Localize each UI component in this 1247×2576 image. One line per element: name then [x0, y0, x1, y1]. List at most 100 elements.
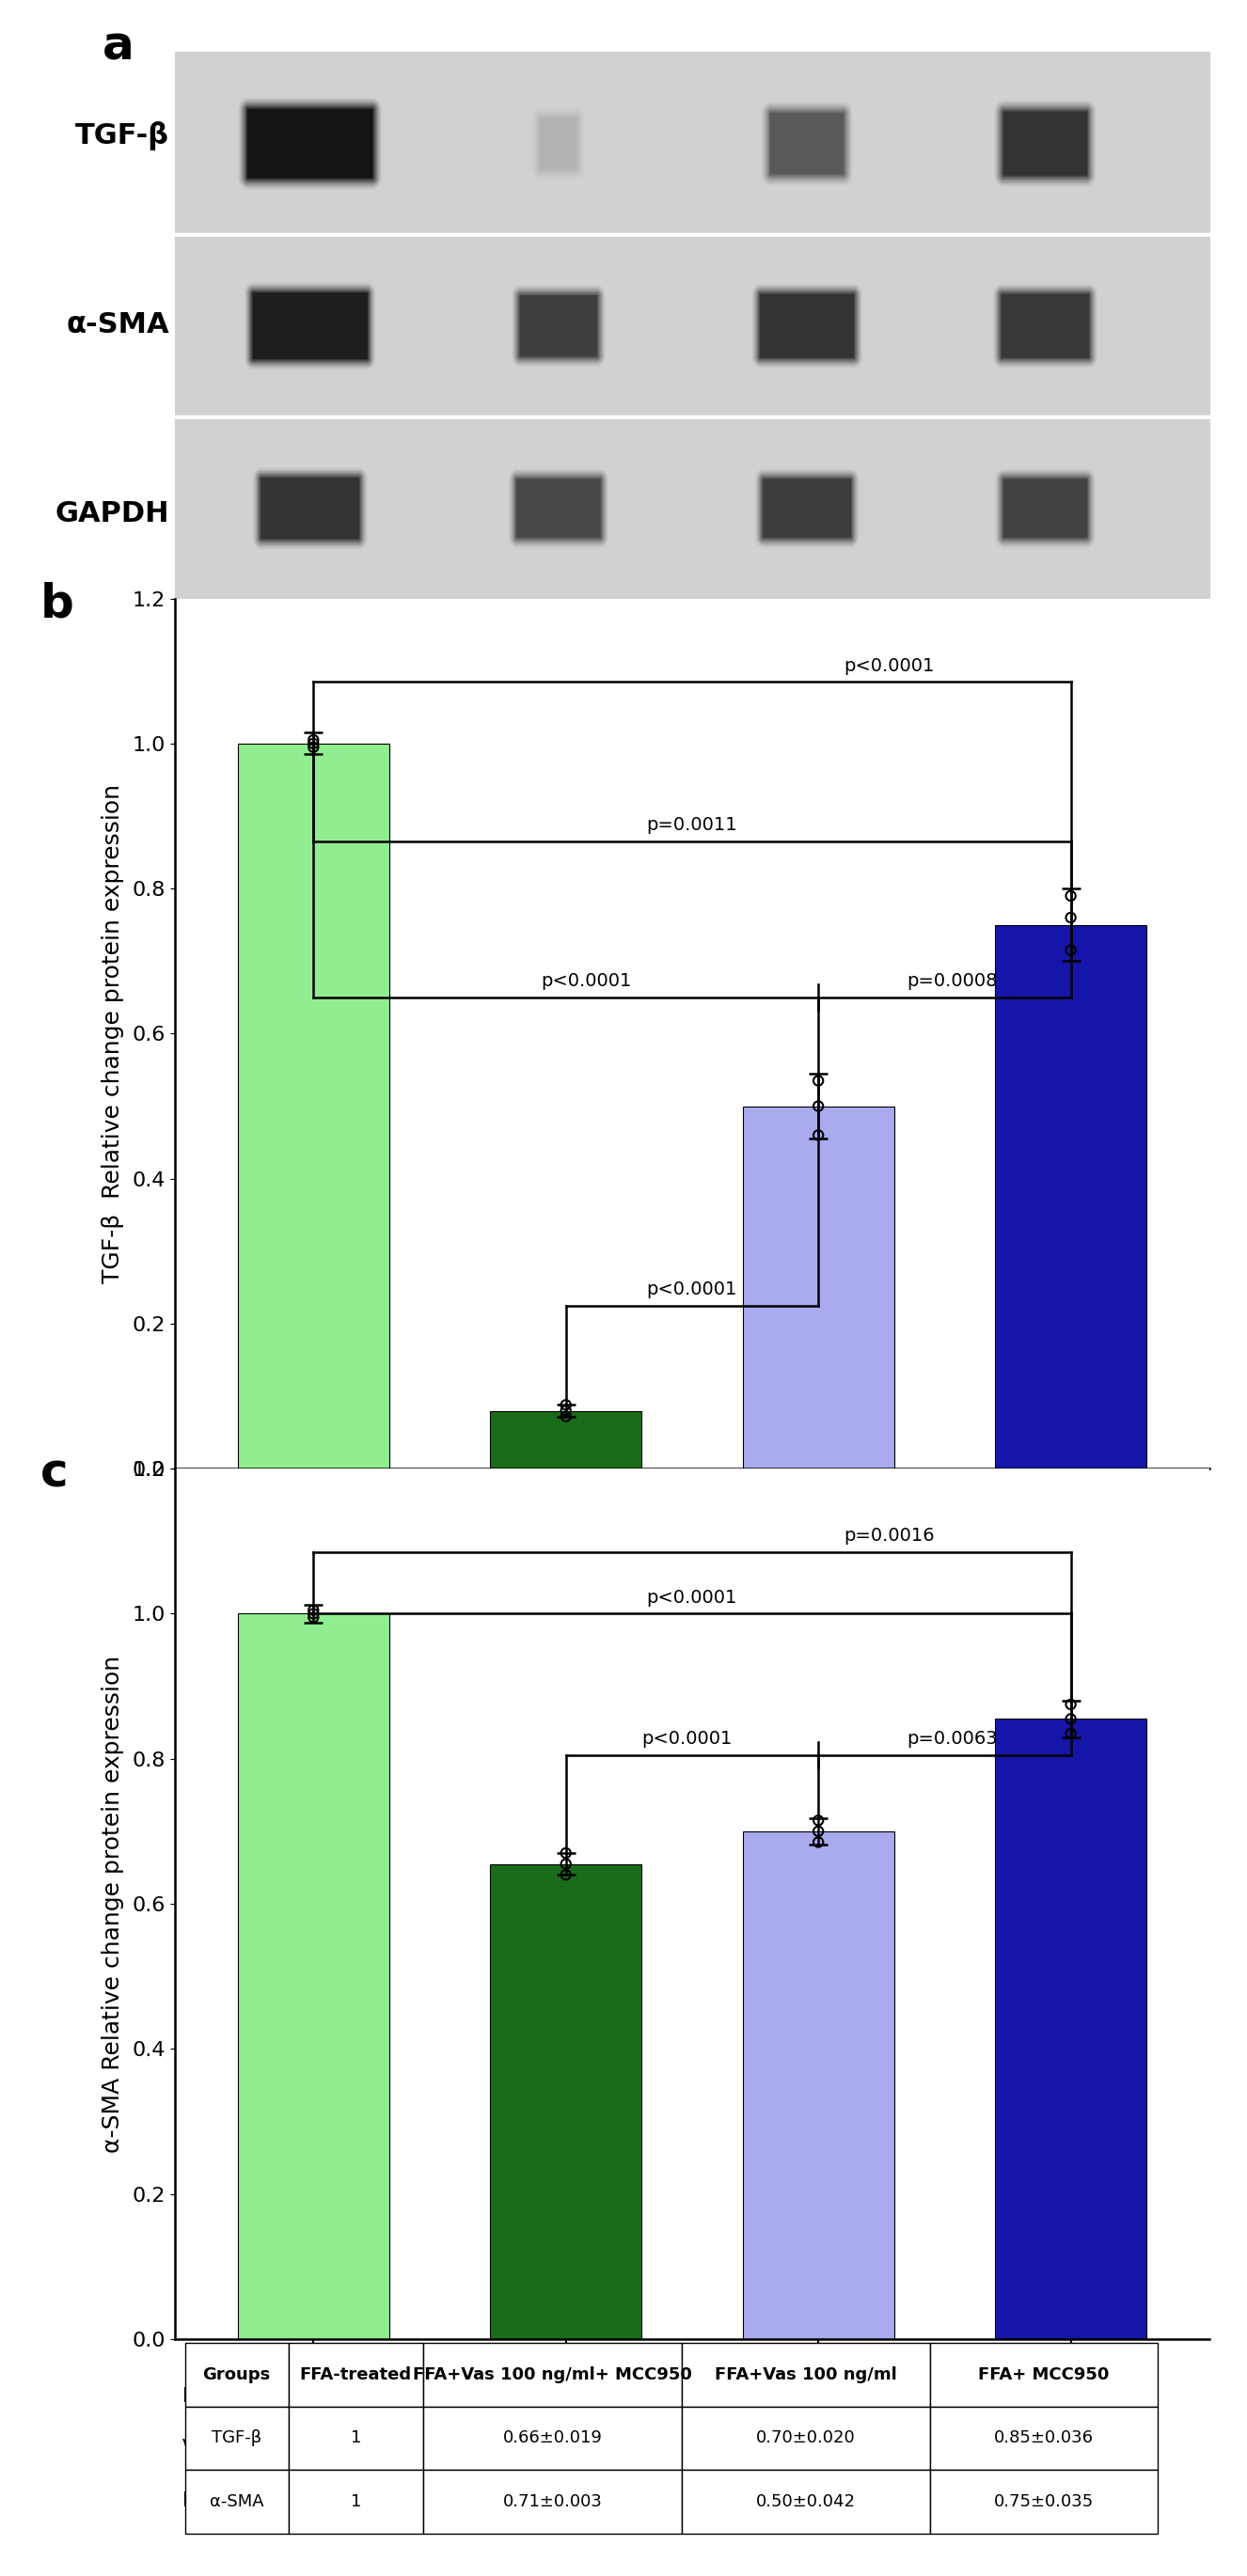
- Bar: [682, 2344, 930, 2406]
- Bar: [490, 1865, 642, 2339]
- Point: [303, 724, 323, 765]
- Point: [556, 1396, 576, 1437]
- Point: [303, 1597, 323, 1638]
- Point: [303, 719, 323, 760]
- Point: [1061, 1713, 1081, 1754]
- Point: [808, 1821, 828, 1862]
- Text: 0.66±0.019: 0.66±0.019: [503, 2429, 602, 2447]
- Text: p<0.0001: p<0.0001: [647, 1589, 737, 1607]
- Bar: [682, 2470, 930, 2532]
- Bar: [995, 925, 1146, 1468]
- Text: p<0.0001: p<0.0001: [843, 657, 934, 675]
- Point: [1061, 930, 1081, 971]
- Bar: [238, 744, 389, 1468]
- Text: -: -: [814, 2491, 822, 2509]
- Text: TGF-β: TGF-β: [75, 121, 170, 152]
- Point: [556, 1383, 576, 1425]
- Text: +: +: [557, 1517, 574, 1535]
- Point: [1061, 1685, 1081, 1726]
- Bar: [995, 1718, 1146, 2339]
- Text: +: +: [811, 2388, 827, 2406]
- Bar: [288, 2344, 423, 2406]
- Text: FFA+ MCC950: FFA+ MCC950: [979, 2367, 1110, 2383]
- Text: +: +: [557, 1569, 574, 1587]
- Text: +: +: [811, 2439, 827, 2458]
- Text: 0.50±0.042: 0.50±0.042: [756, 2494, 855, 2509]
- Text: α-SMA: α-SMA: [66, 312, 170, 337]
- Text: -: -: [311, 2491, 317, 2509]
- Point: [808, 1811, 828, 1852]
- Point: [556, 1832, 576, 1873]
- Point: [303, 1589, 323, 1631]
- Text: +: +: [1062, 1517, 1079, 1535]
- Text: 0.75±0.035: 0.75±0.035: [994, 2494, 1094, 2509]
- Y-axis label: α-SMA Relative change protein expression: α-SMA Relative change protein expression: [102, 1654, 125, 2154]
- Point: [1061, 876, 1081, 917]
- Text: -: -: [1067, 1569, 1074, 1587]
- Text: 0.85±0.036: 0.85±0.036: [994, 2429, 1094, 2447]
- Bar: [288, 2470, 423, 2532]
- Text: FFA-treated: FFA-treated: [182, 1517, 294, 1535]
- Text: p<0.0001: p<0.0001: [647, 1280, 737, 1298]
- Bar: [185, 2406, 288, 2470]
- Text: FFA-treated: FFA-treated: [299, 2367, 412, 2383]
- Text: 0.71±0.003: 0.71±0.003: [503, 2494, 602, 2509]
- Text: p<0.0001: p<0.0001: [541, 971, 631, 989]
- Text: FFA+Vas 100 ng/ml: FFA+Vas 100 ng/ml: [715, 2367, 897, 2383]
- Point: [808, 1115, 828, 1157]
- Text: +: +: [306, 2388, 322, 2406]
- Text: FFA+Vas 100 ng/ml+ MCC950: FFA+Vas 100 ng/ml+ MCC950: [413, 2367, 692, 2383]
- Text: p=0.0016: p=0.0016: [843, 1528, 934, 1546]
- Point: [556, 1855, 576, 1896]
- Bar: [185, 2344, 288, 2406]
- Bar: [238, 1613, 389, 2339]
- Point: [303, 1592, 323, 1633]
- Text: TGF-β: TGF-β: [212, 2429, 262, 2447]
- Text: 0.70±0.020: 0.70±0.020: [756, 2429, 855, 2447]
- Y-axis label: TGF-β  Relative change protein expression: TGF-β Relative change protein expression: [102, 783, 125, 1283]
- Text: a: a: [102, 23, 133, 70]
- Text: b: b: [40, 582, 74, 626]
- Text: -: -: [311, 1620, 317, 1641]
- Text: Groups: Groups: [203, 2367, 271, 2383]
- Point: [556, 1844, 576, 1886]
- Bar: [288, 2406, 423, 2470]
- Point: [808, 1801, 828, 1842]
- Text: p<0.0001: p<0.0001: [642, 1731, 732, 1749]
- Text: +: +: [557, 2491, 574, 2509]
- Text: 1: 1: [350, 2429, 362, 2447]
- Text: p=0.0008: p=0.0008: [907, 971, 998, 989]
- Text: MCC950: MCC950: [182, 2491, 263, 2509]
- Point: [303, 726, 323, 768]
- Text: +: +: [811, 1517, 827, 1535]
- Bar: [682, 2406, 930, 2470]
- Bar: [742, 1105, 894, 1468]
- Bar: [423, 2406, 682, 2470]
- Text: -: -: [311, 2439, 317, 2458]
- Text: +: +: [557, 2388, 574, 2406]
- Text: +: +: [1062, 2491, 1079, 2509]
- Text: FFA-treated: FFA-treated: [182, 2388, 294, 2406]
- Text: -: -: [311, 1569, 317, 1587]
- Text: GAPDH: GAPDH: [55, 500, 170, 528]
- Text: c: c: [40, 1450, 67, 1497]
- Text: +: +: [1062, 2388, 1079, 2406]
- Text: +: +: [1062, 1620, 1079, 1641]
- Bar: [185, 2470, 288, 2532]
- Point: [1061, 1698, 1081, 1739]
- Text: p=0.0011: p=0.0011: [647, 817, 737, 835]
- Point: [808, 1084, 828, 1126]
- Text: +: +: [557, 1620, 574, 1641]
- Text: Vaspin 100 ng/ml: Vaspin 100 ng/ml: [182, 1569, 353, 1587]
- Bar: [423, 2344, 682, 2406]
- Bar: [930, 2344, 1157, 2406]
- Text: +: +: [557, 2439, 574, 2458]
- Text: 1: 1: [350, 2494, 362, 2509]
- Text: α-SMA: α-SMA: [209, 2494, 264, 2509]
- Text: +: +: [306, 1517, 322, 1535]
- Bar: [930, 2470, 1157, 2532]
- Text: -: -: [814, 1620, 822, 1641]
- Bar: [742, 1832, 894, 2339]
- Text: -: -: [1067, 2439, 1074, 2458]
- Text: p=0.0063: p=0.0063: [907, 1731, 998, 1749]
